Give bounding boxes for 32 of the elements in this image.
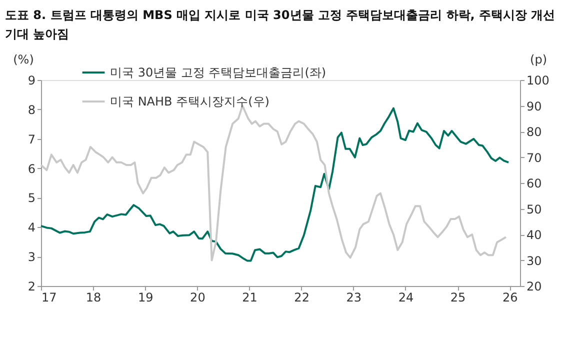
x-tick-label: 21 — [242, 290, 258, 304]
x-tick-label: 18 — [86, 290, 102, 304]
y2-tick-label: 100 — [526, 74, 550, 88]
y2-tick-label: 80 — [526, 125, 542, 139]
y2-axis-title: (p) — [530, 52, 547, 66]
x-tick-label: 22 — [294, 290, 310, 304]
x-tick-label: 26 — [502, 290, 518, 304]
y-tick-label: 5 — [28, 191, 36, 206]
y2-tick-label: 50 — [526, 202, 542, 216]
y2-tick-label: 70 — [526, 150, 542, 165]
y-tick-label: 7 — [28, 132, 36, 146]
y2-tick-label: 60 — [526, 176, 542, 190]
legend-label: 미국 NAHB 주택시장지수(우) — [110, 94, 270, 108]
y-tick-label: 6 — [28, 162, 36, 176]
x-tick-label: 20 — [190, 290, 206, 304]
y2-tick-label: 90 — [526, 99, 542, 114]
x-tick-label: 24 — [398, 290, 414, 304]
y2-tick-label: 40 — [526, 228, 542, 242]
x-tick-label: 23 — [346, 290, 362, 304]
y-tick-label: 4 — [28, 220, 36, 235]
chart-title: 도표 8. 트럼프 대통령의 MBS 매입 지시로 미국 30년물 고정 주택담보대출금리 하락, 주택시장 개선 기대 높아짐 — [5, 8, 556, 41]
legend-label: 미국 30년물 고정 주택담보대출금리(좌) — [110, 66, 326, 80]
y-tick-label: 8 — [28, 102, 36, 117]
y-tick-label: 3 — [28, 250, 36, 264]
x-tick-label: 19 — [138, 290, 154, 304]
y2-tick-label: 20 — [526, 280, 542, 294]
y-axis-title: (%) — [13, 52, 34, 66]
x-tick-label: 25 — [450, 290, 466, 304]
x-tick-label: 17 — [42, 290, 57, 304]
y-tick-label: 9 — [28, 74, 36, 88]
y-tick-label: 2 — [28, 280, 36, 294]
y2-tick-label: 30 — [526, 254, 542, 268]
